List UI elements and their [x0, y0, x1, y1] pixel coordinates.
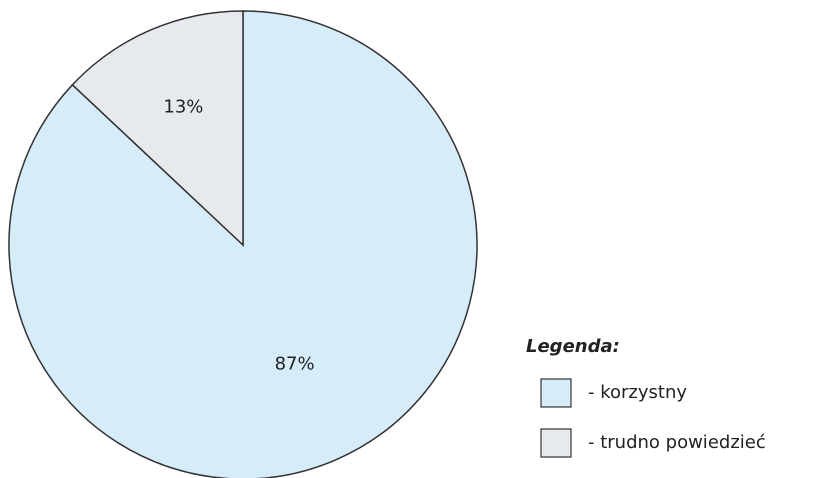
legend-swatch: [540, 378, 572, 408]
legend-swatch: [540, 428, 572, 458]
value-label: 87%: [275, 353, 315, 374]
legend-label: - korzystny: [588, 382, 687, 403]
value-label: 13%: [163, 96, 203, 117]
pie-slice: [71, 10, 244, 247]
legend-label: - trudno powiedzieć: [588, 432, 766, 453]
legend-title: Legenda:: [526, 336, 620, 357]
